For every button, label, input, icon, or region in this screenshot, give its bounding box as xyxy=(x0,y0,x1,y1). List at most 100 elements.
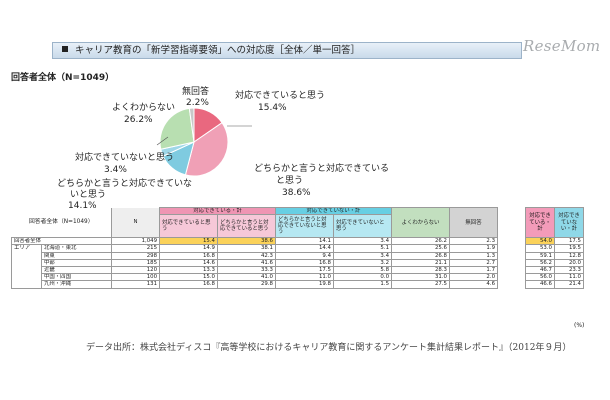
slice-label-s2-name-1: どちらかと言うと対応できている xyxy=(254,162,389,174)
pie-slices xyxy=(159,107,229,177)
total-e: 26.2 xyxy=(391,237,450,246)
slice-value-s3: 14.1% xyxy=(68,201,97,210)
table-row: 関東 298 16.8 42.3 9.4 3.4 26.8 1.3 59.1 12.8 xyxy=(12,251,584,260)
slice-label-s5-name: よくわからない xyxy=(112,102,175,113)
col-f-header: 無回答 xyxy=(449,206,498,239)
bullet-square-icon xyxy=(62,46,68,52)
col-e-header: よくわからない xyxy=(391,206,450,239)
chart-title: キャリア教育の「新学習指導要領」への対応度［全体／単一回答］ xyxy=(75,45,361,56)
table-row-total: 回答者全体 1,049 15.4 38.6 14.1 3.4 26.2 2.3 … xyxy=(11,237,584,246)
row-spacer xyxy=(498,252,526,259)
pie-slice-5 xyxy=(159,107,195,150)
row-spacer xyxy=(498,267,526,274)
table-header-row-2: 対応できていると思う どちらかと言うと対応できていると思う どちらかと言うと対応… xyxy=(12,214,584,239)
row-spacer xyxy=(498,245,526,252)
row-label: 九州・沖縄 xyxy=(41,280,112,289)
cell-d: 5.8 xyxy=(333,266,392,275)
cell-n: 298 xyxy=(111,251,160,260)
cell-s2: 20.0 xyxy=(554,258,584,268)
col-b-header: どちらかと言うと対応できていると思う xyxy=(217,214,276,239)
col-d-header: 対応できていないと思う xyxy=(333,214,392,239)
cell-d: 0.0 xyxy=(333,273,392,282)
slice-label-s6-name: 無回答 xyxy=(182,85,209,97)
cell-b: 41.0 xyxy=(217,273,276,282)
cell-a: 16.8 xyxy=(159,280,218,289)
total-c: 14.1 xyxy=(275,237,334,246)
total-s1: 54.0 xyxy=(525,237,555,246)
respondents-label: 回答者全体（N=1049） xyxy=(11,73,115,83)
crosstab-table: 回答者全体（N=1049） N 対応できている・計 対応できていない・計 よくわ… xyxy=(11,206,584,289)
cell-s2: 21.4 xyxy=(554,280,584,289)
cell-f: 4.6 xyxy=(449,280,498,289)
table-row: 九州・沖縄 131 16.8 29.8 19.8 1.5 27.5 4.6 46.6 21.4 xyxy=(12,280,584,289)
col-a-header: 対応できていると思う xyxy=(159,214,218,239)
slice-label-s3-name-2: いと思う xyxy=(70,189,106,200)
cell-s1: 56.2 xyxy=(525,258,555,268)
cell-c: 9.4 xyxy=(275,251,334,260)
total-row-label: 回答者全体 xyxy=(11,237,112,246)
cell-d: 5.1 xyxy=(333,244,392,253)
row-label: 関東 xyxy=(41,251,112,260)
cell-b: 33.3 xyxy=(217,266,276,275)
cell-b: 38.1 xyxy=(217,244,276,253)
cell-d: 3.2 xyxy=(333,258,392,268)
cell-s1: 46.6 xyxy=(525,280,555,289)
cell-c: 16.8 xyxy=(275,258,334,268)
resemom-logo: ReseMom xyxy=(523,37,601,55)
cell-c: 19.8 xyxy=(275,280,334,289)
total-spacer xyxy=(498,238,526,245)
table-header-row-1: 回答者全体（N=1049） N 対応できている・計 対応できていない・計 よくわ… xyxy=(11,206,584,239)
cell-d: 1.5 xyxy=(333,280,392,289)
cell-d: 3.4 xyxy=(333,251,392,260)
total-n: 1,049 xyxy=(111,237,160,246)
table-corner-label: 回答者全体（N=1049） xyxy=(11,207,112,239)
cell-n: 215 xyxy=(111,244,160,253)
cell-a: 16.8 xyxy=(159,251,218,260)
slice-label-s2-name-2: と思う xyxy=(276,175,303,186)
cell-s2: 11.0 xyxy=(554,273,584,282)
source-note: データ出所：株式会社ディスコ『高等学校におけるキャリア教育に関するアンケート集計… xyxy=(86,343,572,353)
slice-value-s1: 15.4% xyxy=(258,103,287,113)
slice-value-s4: 3.4% xyxy=(104,165,127,175)
cell-b: 41.6 xyxy=(217,258,276,268)
n-header: N xyxy=(111,207,160,239)
row-spacer xyxy=(498,259,526,266)
cell-f: 2.0 xyxy=(449,273,498,282)
cell-f: 2.7 xyxy=(449,258,498,268)
cell-c: 14.4 xyxy=(275,244,334,253)
cell-a: 14.9 xyxy=(159,244,218,253)
cell-f: 1.3 xyxy=(449,251,498,260)
area-label: エリア xyxy=(11,244,42,289)
table-row: 近畿 120 13.3 33.3 17.5 5.8 28.3 1.7 46.7 23.3 xyxy=(12,266,584,275)
slice-label-s3-name-1: どちらかと言うと対応できていな xyxy=(57,177,192,189)
cell-e: 26.8 xyxy=(391,251,450,260)
cell-f: 1.7 xyxy=(449,266,498,275)
pie-chart: 無回答 2.2% 対応できていると思う 15.4% よくわからない 26.2% … xyxy=(57,85,389,210)
group-dekiteinai-header: 対応できていない・計 xyxy=(275,206,392,216)
slice-label-s4-name: 対応できていないと思う xyxy=(75,151,174,163)
cell-n: 100 xyxy=(111,273,160,282)
slice-value-s5: 26.2% xyxy=(124,115,153,125)
cell-s2: 19.5 xyxy=(554,244,584,253)
cell-s1: 56.0 xyxy=(525,273,555,282)
cell-c: 11.0 xyxy=(275,273,334,282)
cell-n: 120 xyxy=(111,266,160,275)
slice-label-s1-name: 対応できていると思う xyxy=(235,89,325,101)
cell-e: 25.6 xyxy=(391,244,450,253)
slice-value-s2: 38.6% xyxy=(282,188,311,198)
col-c-header: どちらかと言うと対応できていないと思う xyxy=(275,214,334,239)
row-label: 近畿 xyxy=(41,266,112,275)
col-sum2-header: 対応できていない・計 xyxy=(554,206,584,239)
row-spacer xyxy=(498,281,526,288)
total-d: 3.4 xyxy=(333,237,392,246)
row-label: 北海道・東北 xyxy=(41,244,112,253)
cell-s1: 46.7 xyxy=(525,266,555,275)
chart-title-bar: キャリア教育の「新学習指導要領」への対応度［全体／単一回答］ xyxy=(52,42,522,59)
col-sum1-header: 対応できている・計 xyxy=(525,206,555,239)
group-dekiteiru-header: 対応できている・計 xyxy=(159,206,276,216)
cell-b: 42.3 xyxy=(217,251,276,260)
cell-e: 28.3 xyxy=(391,266,450,275)
total-b: 38.6 xyxy=(217,237,276,246)
cell-f: 1.9 xyxy=(449,244,498,253)
